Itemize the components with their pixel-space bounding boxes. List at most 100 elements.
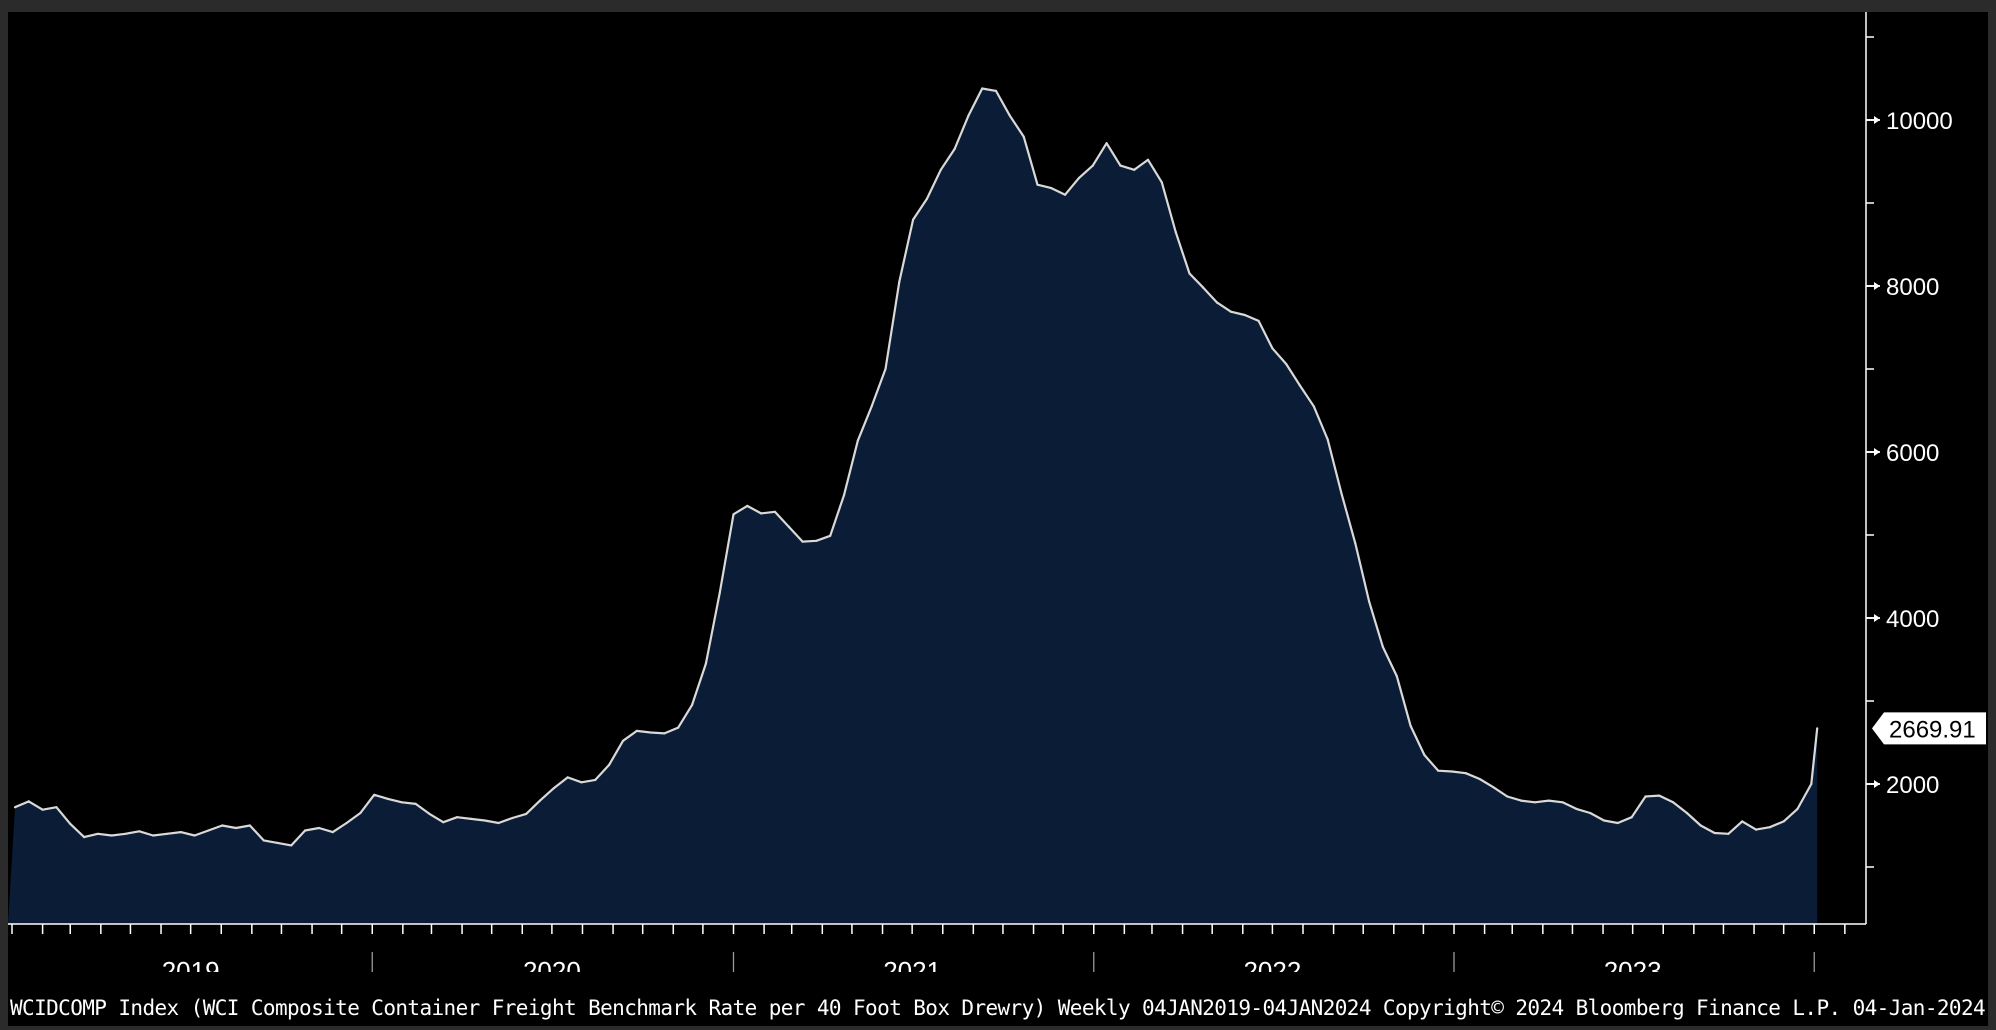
series-area — [8, 88, 1818, 924]
data-point — [829, 534, 832, 537]
data-point — [1699, 824, 1702, 827]
year-label: 2020 — [523, 956, 581, 972]
data-point — [1160, 181, 1163, 184]
data-point — [1658, 794, 1661, 797]
data-point — [138, 830, 141, 833]
data-point — [1575, 807, 1578, 811]
data-point — [276, 841, 279, 845]
data-point — [1368, 600, 1371, 603]
data-point — [1050, 187, 1053, 190]
data-point — [359, 811, 362, 815]
data-point — [884, 367, 887, 371]
data-point — [1602, 819, 1606, 822]
data-point — [760, 512, 763, 515]
data-point — [1506, 795, 1509, 798]
data-point — [815, 539, 818, 542]
data-point — [912, 218, 915, 221]
y-tick-marker — [1874, 448, 1880, 456]
data-point — [1119, 164, 1122, 167]
data-point — [1064, 193, 1067, 196]
data-point — [221, 824, 224, 827]
data-point — [304, 829, 307, 832]
data-point — [1216, 301, 1219, 304]
data-point — [1174, 230, 1177, 234]
data-point — [1285, 362, 1288, 366]
data-point — [193, 834, 196, 837]
data-point — [704, 662, 708, 665]
data-point — [538, 799, 542, 802]
data-point — [801, 540, 804, 543]
data-point — [234, 826, 238, 830]
data-point — [400, 801, 403, 804]
data-point — [152, 834, 155, 837]
data-point — [55, 806, 58, 809]
data-point — [1188, 272, 1191, 275]
data-point — [1437, 769, 1440, 772]
data-point — [1036, 183, 1039, 186]
data-point — [13, 806, 17, 809]
data-point — [1409, 724, 1412, 728]
year-label: 2023 — [1604, 956, 1662, 972]
data-point — [428, 812, 431, 816]
data-point — [414, 802, 417, 806]
y-tick-marker — [1874, 282, 1880, 290]
data-point — [1492, 786, 1495, 789]
data-point — [69, 822, 72, 825]
data-point — [939, 168, 942, 171]
data-point — [1146, 158, 1150, 161]
data-point — [870, 405, 873, 408]
y-tick-marker — [1874, 116, 1880, 124]
data-point — [1520, 799, 1523, 802]
data-point — [842, 494, 846, 497]
data-point — [331, 831, 334, 834]
data-point — [1464, 772, 1467, 775]
data-point — [746, 504, 749, 507]
data-point — [525, 812, 528, 816]
data-point — [1077, 177, 1080, 180]
data-point — [1713, 831, 1716, 835]
data-point — [967, 114, 970, 117]
y-tick-marker — [1874, 614, 1880, 622]
data-point — [773, 510, 777, 513]
data-point — [1630, 816, 1633, 819]
data-point — [732, 513, 735, 516]
data-point — [1727, 832, 1730, 835]
data-point — [1547, 799, 1550, 802]
data-point — [856, 439, 860, 442]
data-point — [1741, 820, 1744, 823]
data-point — [1022, 135, 1025, 138]
data-point — [386, 797, 390, 801]
data-point — [207, 829, 210, 832]
data-point — [165, 832, 169, 835]
data-point — [262, 839, 265, 842]
data-point — [1202, 286, 1205, 289]
data-point — [1644, 795, 1647, 798]
data-point — [552, 787, 556, 790]
data-point — [483, 819, 486, 822]
data-point — [1105, 142, 1108, 145]
data-point — [124, 832, 127, 835]
data-point — [1423, 753, 1426, 757]
y-tick-label: 10000 — [1886, 108, 1953, 135]
data-point — [442, 821, 445, 824]
y-tick-label: 4000 — [1886, 606, 1939, 633]
data-point — [1229, 310, 1232, 313]
year-label: 2019 — [162, 956, 220, 972]
data-point — [511, 816, 514, 820]
data-point — [594, 778, 597, 782]
data-point — [1796, 807, 1799, 811]
data-point — [1450, 770, 1454, 773]
data-point — [994, 89, 998, 92]
data-point — [317, 826, 321, 830]
data-point — [1672, 801, 1675, 804]
data-point — [953, 147, 956, 151]
data-point — [621, 739, 625, 742]
data-point — [1533, 801, 1536, 804]
data-point — [1810, 782, 1813, 786]
data-point — [1340, 492, 1343, 495]
data-point — [345, 821, 348, 825]
data-point — [1685, 811, 1688, 815]
data-point — [1616, 821, 1619, 825]
data-point — [1478, 777, 1481, 781]
data-point — [1008, 114, 1012, 117]
